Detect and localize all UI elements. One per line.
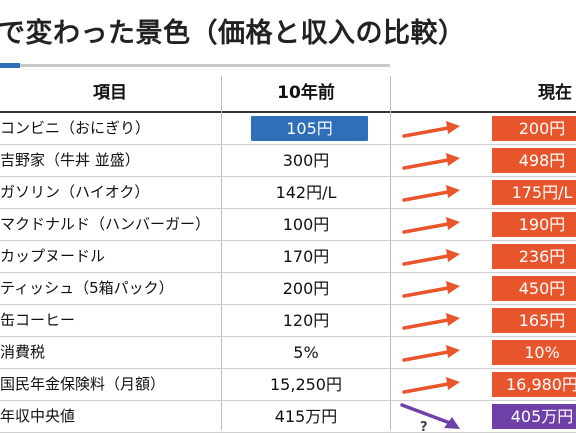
trend-up-arrow-icon [402, 121, 460, 138]
current-value: 190円 [492, 212, 576, 237]
trend-down-arrow-icon: ? [400, 403, 460, 433]
table-row: 年収中央値 415万円? 405万円 [0, 401, 576, 433]
trend-up-arrow-icon [402, 217, 460, 234]
table-row: 国民年金保険料（月額） 15,250円 16,980円 [0, 369, 576, 401]
table-row: マクドナルド（ハンバーガー） 100円 190円 [0, 209, 576, 241]
item-label: 消費税 [0, 343, 46, 361]
current-value: 450円 [492, 276, 576, 301]
column-divider-1 [221, 76, 222, 430]
current-value: 16,980円 [492, 372, 576, 397]
item-label: マクドナルド（ハンバーガー） [0, 215, 211, 233]
item-label: 年収中央値 [0, 407, 76, 425]
page-title: で変わった景色（価格と収入の比較） [0, 18, 466, 49]
past-value: 300円 [282, 151, 330, 170]
table-row: ガソリン（ハイオク） 142円/L 175円/L [0, 177, 576, 209]
current-value: 405万円 [492, 404, 576, 429]
header-item: 項目 [93, 83, 127, 103]
header-past: 10年前 [277, 83, 335, 103]
item-label: 缶コーヒー [0, 311, 76, 329]
past-value: 200円 [282, 279, 330, 298]
past-value: 170円 [282, 247, 330, 266]
trend-up-arrow-icon [402, 377, 460, 394]
table-row: 缶コーヒー 120円 165円 [0, 305, 576, 337]
item-label: カップヌードル [0, 247, 106, 265]
trend-up-arrow-icon [402, 345, 460, 362]
table-row: カップヌードル 170円 236円 [0, 241, 576, 273]
column-divider-2 [390, 76, 391, 430]
trend-up-arrow-icon [402, 313, 460, 330]
trend-up-arrow-icon [402, 153, 460, 170]
table-row: 消費税 5% 10% [0, 337, 576, 369]
title-underline-accent [0, 63, 20, 68]
item-label: 吉野家（牛丼 並盛） [0, 151, 140, 169]
header-now: 現在 [538, 83, 572, 103]
past-value: 15,250円 [270, 375, 342, 394]
trend-up-arrow-icon [402, 249, 460, 266]
item-label: コンビニ（おにぎり） [0, 119, 151, 137]
current-value: 236円 [492, 244, 576, 269]
item-label: ティッシュ（5箱パック） [0, 279, 174, 297]
item-label: ガソリン（ハイオク） [0, 183, 150, 201]
past-value: 120円 [282, 311, 330, 330]
trend-up-arrow-icon [402, 281, 460, 298]
past-value: 105円 [251, 116, 368, 141]
trend-up-arrow-icon [402, 185, 460, 202]
header-divider [0, 111, 576, 113]
past-value: 142円/L [275, 183, 337, 202]
item-label: 国民年金保険料（月額） [0, 375, 166, 393]
current-value: 200円 [492, 116, 576, 141]
title-underline [0, 64, 390, 67]
current-value: 10% [492, 340, 576, 365]
table-row: コンビニ（おにぎり） 105円 200円 [0, 113, 576, 145]
current-value: 175円/L [492, 180, 576, 205]
question-mark: ? [420, 420, 428, 433]
table-row: ティッシュ（5箱パック） 200円 450円 [0, 273, 576, 305]
table-row: 吉野家（牛丼 並盛） 300円 498円 [0, 145, 576, 177]
past-value: 415万円 [274, 407, 338, 426]
past-value: 5% [293, 343, 319, 362]
current-value: 498円 [492, 148, 576, 173]
current-value: 165円 [492, 308, 576, 333]
past-value: 100円 [282, 215, 330, 234]
